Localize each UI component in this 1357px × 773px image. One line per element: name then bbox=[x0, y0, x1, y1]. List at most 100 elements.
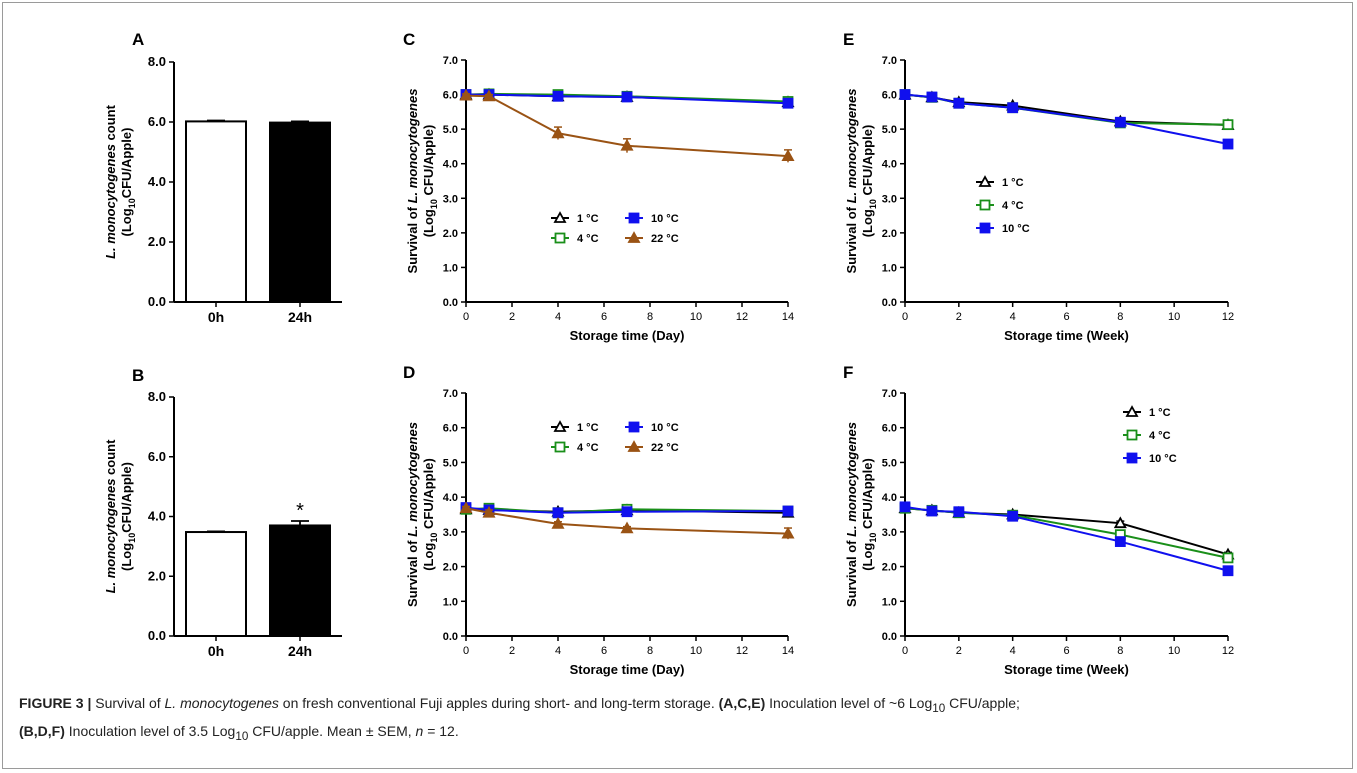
x-tick-label: 0 bbox=[463, 311, 469, 323]
x-tick-label: 24h bbox=[288, 309, 312, 325]
caption-figure-label: FIGURE 3 | bbox=[19, 695, 92, 711]
x-tick-label: 10 bbox=[1168, 645, 1180, 657]
data-point bbox=[781, 526, 795, 539]
x-tick-label: 4 bbox=[1010, 311, 1016, 323]
y-tick-label: 6.0 bbox=[882, 90, 897, 102]
caption-subscript: 10 bbox=[932, 701, 946, 715]
x-tick-label: 0h bbox=[208, 643, 224, 659]
legend: 1 °C 4 °C 10 °C bbox=[1123, 405, 1177, 465]
x-tick-label: 6 bbox=[601, 645, 607, 657]
caption-text: Survival of bbox=[91, 695, 165, 711]
x-tick-label: 12 bbox=[736, 311, 748, 323]
caption-n-symbol: n bbox=[415, 722, 424, 739]
y-tick-label: 2.0 bbox=[148, 234, 166, 249]
x-axis-label: Storage time (Week) bbox=[1004, 662, 1129, 677]
data-point bbox=[1113, 516, 1127, 529]
x-tick-label: 6 bbox=[1063, 645, 1069, 657]
y-tick-label: 5.0 bbox=[443, 124, 458, 136]
y-tick-label: 3.0 bbox=[443, 527, 458, 539]
x-tick-label: 0 bbox=[463, 645, 469, 657]
data-point bbox=[1114, 116, 1126, 128]
data-point bbox=[552, 507, 564, 519]
y-tick-label: 4.0 bbox=[443, 492, 458, 504]
panel-label: D bbox=[403, 363, 415, 382]
panel-c: C 0.0 1.0 2.0 3.0 4.0 5.0 6.0 7.0 Survival of L. … bbox=[403, 30, 795, 343]
data-point bbox=[627, 231, 641, 243]
panel-label: F bbox=[843, 363, 853, 382]
panel-b: B 0.0 2.0 4.0 6.0 8.0 L. monocytogenes count(L… bbox=[103, 366, 342, 659]
data-point bbox=[782, 505, 794, 517]
x-tick-label: 2 bbox=[956, 311, 962, 323]
x-tick-label: 12 bbox=[736, 645, 748, 657]
y-tick-label: 3.0 bbox=[443, 193, 458, 205]
legend-label: 10 °C bbox=[1149, 453, 1177, 465]
x-tick-label: 8 bbox=[647, 645, 653, 657]
x-tick-label: 8 bbox=[647, 311, 653, 323]
data-point bbox=[553, 420, 567, 432]
y-axis-label: L. monocytogenes count(Log10CFU/Apple) bbox=[103, 104, 137, 259]
legend-label: 10 °C bbox=[651, 422, 679, 434]
legend-label: 4 °C bbox=[1149, 430, 1171, 442]
y-axis-label: Survival of L. monocytogenes(Log10 CFU/A… bbox=[405, 422, 439, 607]
series-10-c bbox=[899, 501, 1234, 577]
y-tick-label: 2.0 bbox=[443, 228, 458, 240]
y-tick-label: 7.0 bbox=[443, 55, 458, 67]
caption-subscript: 10 bbox=[235, 729, 249, 743]
y-tick-label: 6.0 bbox=[148, 449, 166, 464]
y-tick-label: 7.0 bbox=[882, 388, 897, 400]
series-22-c bbox=[459, 88, 795, 163]
y-tick-label: 1.0 bbox=[443, 596, 458, 608]
x-tick-label: 4 bbox=[555, 311, 561, 323]
data-point bbox=[1125, 405, 1139, 417]
y-tick-label: 4.0 bbox=[882, 492, 897, 504]
data-point bbox=[482, 89, 496, 102]
y-tick-label: 1.0 bbox=[443, 262, 458, 274]
data-point bbox=[926, 505, 938, 517]
data-point bbox=[628, 212, 640, 224]
legend-label: 4 °C bbox=[1002, 200, 1024, 212]
data-point bbox=[781, 149, 795, 162]
x-axis-label: Storage time (Week) bbox=[1004, 328, 1129, 343]
data-point bbox=[782, 97, 794, 109]
data-point bbox=[459, 501, 473, 514]
data-point bbox=[926, 91, 938, 103]
y-tick-label: 5.0 bbox=[882, 457, 897, 469]
bar bbox=[269, 524, 331, 638]
y-tick-label: 0.0 bbox=[148, 628, 166, 643]
legend: 1 °C 4 °C 10 °C 22 °C bbox=[551, 420, 679, 454]
legend: 1 °C 4 °C 10 °C 22 °C bbox=[551, 211, 679, 245]
x-tick-label: 0 bbox=[902, 311, 908, 323]
x-tick-label: 6 bbox=[601, 311, 607, 323]
series-4-c bbox=[899, 502, 1234, 564]
x-tick-label: 6 bbox=[1063, 311, 1069, 323]
data-point bbox=[899, 501, 911, 513]
x-tick-label: 12 bbox=[1222, 645, 1234, 657]
y-tick-label: 0.0 bbox=[882, 631, 897, 643]
x-tick-label: 0h bbox=[208, 309, 224, 325]
x-tick-label: 4 bbox=[555, 645, 561, 657]
data-point bbox=[552, 90, 564, 102]
y-tick-label: 4.0 bbox=[443, 159, 458, 171]
panel-f: F 0.0 1.0 2.0 3.0 4.0 5.0 6.0 7.0 Survival of L. … bbox=[843, 363, 1235, 677]
series-4-c bbox=[899, 89, 1234, 131]
x-tick-label: 12 bbox=[1222, 311, 1234, 323]
data-point bbox=[621, 506, 633, 518]
x-tick-label: 10 bbox=[690, 645, 702, 657]
x-tick-label: 2 bbox=[509, 311, 515, 323]
data-point bbox=[553, 211, 567, 223]
panel-d: D 0.0 1.0 2.0 3.0 4.0 5.0 6.0 7.0 Survival of L. … bbox=[403, 363, 795, 677]
caption-text: CFU/apple; bbox=[945, 695, 1020, 711]
series-10-c bbox=[460, 89, 794, 109]
caption-text: on fresh conventional Fuji apples during… bbox=[278, 695, 719, 711]
x-tick-label: 14 bbox=[782, 645, 794, 657]
data-point bbox=[1222, 552, 1234, 564]
legend-label: 10 °C bbox=[1002, 223, 1030, 235]
y-tick-label: 0.0 bbox=[443, 297, 458, 309]
y-tick-label: 6.0 bbox=[443, 423, 458, 435]
legend-label: 1 °C bbox=[1002, 177, 1024, 189]
data-point bbox=[551, 517, 565, 529]
legend-label: 22 °C bbox=[651, 233, 679, 245]
y-tick-label: 2.0 bbox=[443, 562, 458, 574]
